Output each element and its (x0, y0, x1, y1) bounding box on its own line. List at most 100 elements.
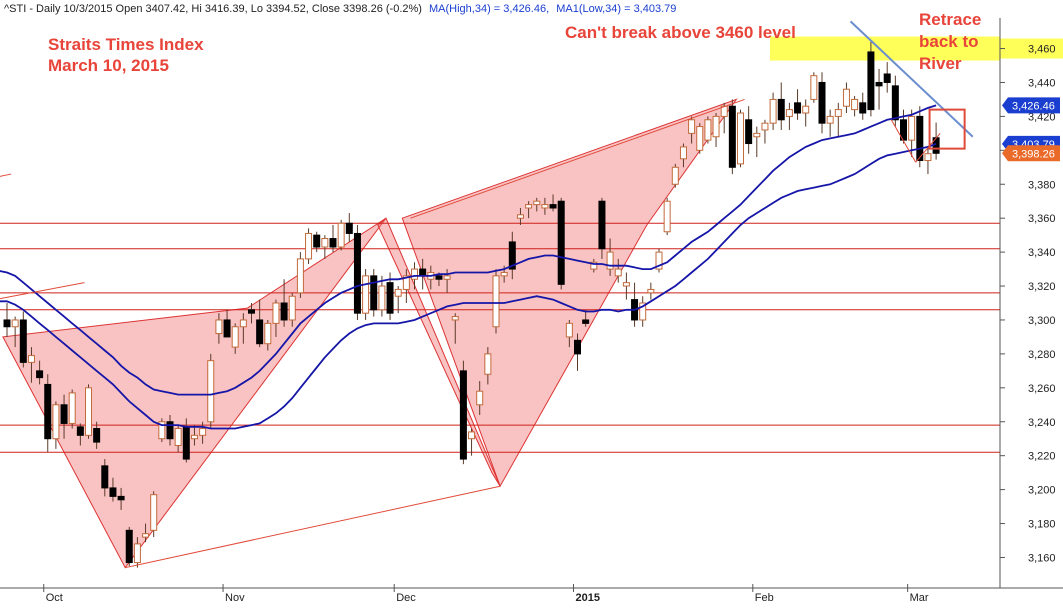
candle-body (794, 102, 802, 114)
candle (468, 428, 476, 456)
candle-body (574, 339, 581, 355)
y-tick-label: 3,160 (1028, 552, 1056, 564)
candle-body (777, 98, 785, 121)
candle-body (199, 428, 207, 436)
candle (598, 197, 606, 259)
y-tick-label: 3,320 (1028, 281, 1056, 293)
candle-body (785, 109, 793, 117)
candle (133, 537, 141, 568)
x-tick-label: Oct (46, 592, 63, 604)
candle-body (36, 370, 44, 379)
candle-body (582, 319, 590, 324)
candle (492, 269, 500, 334)
candle-body (207, 360, 215, 423)
trendline-1 (0, 173, 12, 177)
price-badge-label: 3,398.26 (1012, 148, 1055, 160)
y-tick-label: 3,460 (1028, 44, 1056, 56)
candle (329, 224, 337, 253)
candle (19, 311, 27, 368)
candle-body (321, 238, 329, 248)
candle-body (362, 275, 370, 314)
candle (158, 418, 166, 443)
candle (207, 353, 215, 429)
x-tick-label: Nov (225, 592, 245, 604)
candle (231, 323, 239, 354)
x-tick-label: Dec (396, 592, 416, 604)
price-badge-label: 3,426.46 (1012, 100, 1055, 112)
candle (248, 303, 255, 324)
candle (622, 272, 630, 300)
candle (76, 423, 84, 446)
candle (443, 269, 451, 293)
candle (875, 68, 883, 110)
candle (802, 99, 810, 127)
candle-body (256, 319, 264, 345)
candle-body (622, 282, 630, 287)
candle (109, 477, 117, 502)
candle-body (679, 146, 687, 160)
candle (353, 224, 361, 320)
candle (590, 258, 598, 273)
candle (394, 286, 402, 314)
candle-body (386, 282, 394, 314)
y-tick-label: 3,240 (1028, 417, 1056, 429)
chart-title: Straits Times Index (48, 35, 204, 54)
candle (826, 109, 834, 137)
candle-body (459, 370, 467, 460)
candle (737, 109, 744, 168)
candle-body (11, 319, 19, 328)
chart-subtitle: March 10, 2015 (48, 56, 169, 75)
candle (516, 208, 524, 225)
trendline-2 (0, 282, 85, 300)
y-tick-label: 3,360 (1028, 213, 1056, 225)
candle-body (647, 288, 655, 294)
candle (712, 113, 720, 147)
candle-body (264, 322, 272, 345)
y-tick-label: 3,200 (1028, 485, 1056, 497)
candle-body (802, 105, 810, 114)
y-tick-label: 3,220 (1028, 451, 1056, 463)
candle-body (704, 119, 712, 141)
candle (174, 425, 182, 453)
candle (549, 194, 557, 212)
candle (574, 333, 581, 371)
candle (117, 487, 125, 510)
candle-body (419, 268, 427, 277)
candle-body (508, 241, 516, 270)
candle-body (549, 204, 557, 209)
candle-body (443, 275, 451, 280)
ma-high-line (0, 104, 937, 396)
candle (52, 401, 60, 449)
candle-body (590, 261, 598, 270)
candle-body (810, 75, 818, 100)
candle-body (916, 115, 924, 162)
candle (402, 269, 410, 303)
candle-body (133, 543, 141, 564)
trendline-4 (410, 98, 745, 219)
candle-body (27, 355, 35, 363)
candle-body (516, 214, 524, 219)
candle (525, 201, 533, 219)
candle (785, 102, 793, 130)
candle (296, 252, 304, 298)
candle (924, 146, 932, 175)
candle-body (769, 98, 777, 124)
y-tick-label: 3,280 (1028, 349, 1056, 361)
candle-body (451, 316, 459, 321)
candle (288, 292, 296, 327)
candle (704, 116, 712, 144)
candle-body (231, 326, 239, 348)
candle-body (223, 319, 231, 338)
candle-body (378, 285, 386, 311)
annotation-resistance: Can't break above 3460 level (565, 23, 796, 42)
candle-body (305, 232, 313, 260)
candle-body (541, 204, 549, 209)
header-ma-low: MA1(Low,34) = 3,403.79 (556, 3, 676, 15)
candle-body (345, 222, 353, 234)
candle-body (435, 275, 443, 280)
candle (647, 282, 655, 300)
trendline-5 (890, 119, 917, 163)
candle (582, 309, 590, 327)
candle (753, 126, 761, 158)
